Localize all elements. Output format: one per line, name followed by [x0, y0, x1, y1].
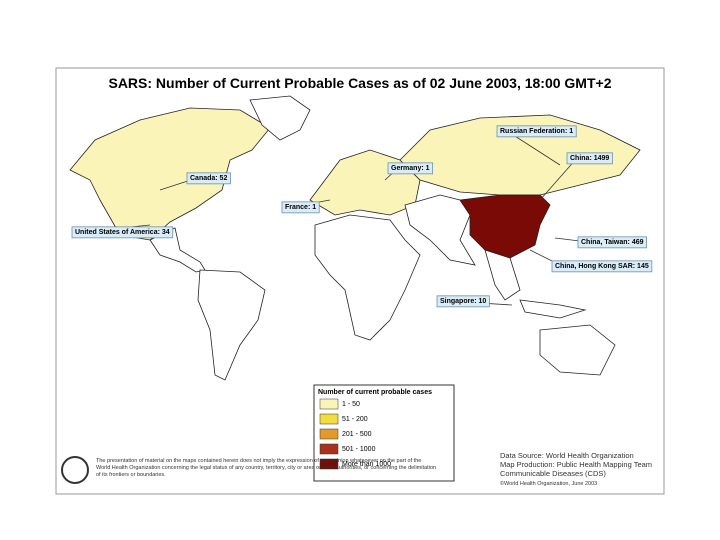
legend-swatch	[319, 458, 339, 470]
southeast-asia	[484, 249, 521, 301]
source: Data Source: World Health OrganizationMa…	[500, 451, 652, 487]
callout-box	[496, 125, 577, 138]
russia	[399, 114, 641, 196]
legend-swatch	[319, 443, 339, 455]
disclaimer: The presentation of material on the maps…	[96, 458, 436, 478]
china	[459, 194, 551, 259]
callout-box	[71, 226, 174, 239]
middle-east-central-asia	[404, 194, 476, 266]
source-line: Communicable Diseases (CDS)	[500, 469, 606, 478]
source-line: ©World Health Organization, June 2003	[500, 480, 597, 487]
callouts: Russian Federation: 1 China: 1499 Germany:…	[71, 125, 653, 308]
callout-label: China: 1499	[570, 155, 609, 162]
legend-items: 1 - 50 51 - 200 201 - 500 501 - 1000 More th…	[319, 398, 391, 470]
callout-box	[566, 152, 613, 165]
africa	[314, 214, 421, 341]
callout-label: Russian Federation: 1	[500, 128, 573, 135]
legend-swatch	[319, 428, 339, 440]
title: SARS: Number of Current Probable Cases a…	[108, 75, 611, 91]
source-line: Data Source: World Health Organization	[500, 451, 634, 460]
callout-label: Canada: 52	[190, 175, 227, 182]
south-america	[197, 269, 266, 381]
legend-label: 501 - 1000	[342, 446, 376, 453]
leader-line	[539, 157, 578, 201]
callout-label: Germany: 1	[391, 165, 430, 172]
callout-box	[436, 295, 490, 308]
who-logo	[61, 456, 89, 484]
greenland	[249, 95, 311, 141]
callout-label: China, Taiwan: 469	[581, 239, 644, 246]
legend-label: 51 - 200	[342, 416, 368, 423]
legend-title: Number of current probable cases	[318, 389, 432, 396]
world-map	[69, 95, 641, 381]
callout-box	[281, 201, 320, 214]
callout-box	[577, 236, 648, 249]
callout-box	[186, 172, 231, 185]
callout-label: United States of America: 34	[75, 229, 170, 236]
legend-swatch	[319, 413, 339, 425]
legend-swatch	[319, 398, 339, 410]
callout-box	[387, 162, 434, 175]
australia	[539, 324, 616, 376]
legend-label: More than 1000	[342, 461, 391, 468]
callout-label: China, Hong Kong SAR: 145	[555, 263, 649, 270]
indonesia	[519, 299, 587, 319]
source-line: Map Production: Public Health Mapping Te…	[500, 460, 652, 469]
legend: Number of current probable cases 1 - 50 5…	[313, 384, 455, 482]
disclaimer-box: The presentation of material on the maps…	[96, 458, 436, 478]
legend-label: 1 - 50	[342, 401, 360, 408]
callout-label: France: 1	[285, 204, 316, 211]
legend-label: 201 - 500	[342, 431, 372, 438]
callout-label: Singapore: 10	[440, 298, 486, 305]
callout-box	[551, 260, 653, 273]
